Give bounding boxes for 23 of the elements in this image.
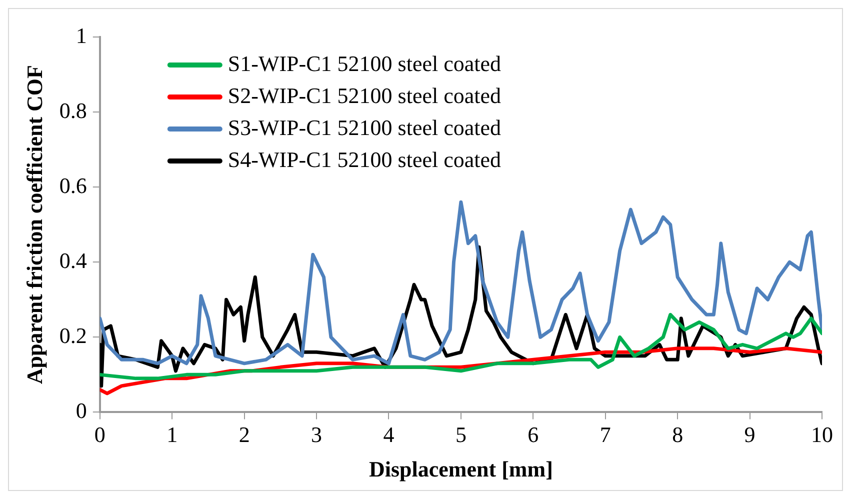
y-tick-label: 0.6 — [59, 172, 87, 198]
y-tick-label: 0.2 — [59, 322, 87, 348]
legend-label: S3-WIP-C1 52100 steel coated — [228, 114, 502, 140]
x-tick-label: 1 — [166, 422, 178, 448]
legend-label: S1-WIP-C1 52100 steel coated — [228, 50, 502, 76]
y-tick-label: 1 — [76, 22, 87, 48]
x-tick-label: 8 — [672, 422, 684, 448]
y-tick-label: 0 — [76, 398, 87, 423]
x-axis-title: Displacement [mm] — [368, 456, 553, 482]
x-tick-label: 10 — [811, 422, 833, 448]
legend-label: S2-WIP-C1 52100 steel coated — [228, 82, 502, 108]
x-tick-label: 5 — [455, 422, 466, 448]
legend-label: S4-WIP-C1 52100 steel coated — [228, 146, 502, 172]
x-tick-label: 7 — [600, 422, 611, 448]
x-tick-label: 6 — [528, 422, 539, 448]
x-tick-label: 4 — [383, 422, 394, 448]
x-tick-label: 2 — [238, 422, 250, 448]
x-tick-label: 3 — [311, 422, 322, 448]
y-tick-label: 0.4 — [59, 248, 87, 273]
x-tick-label: 0 — [94, 422, 106, 448]
y-axis-title: Apparent friction coefficient COF — [22, 65, 47, 384]
y-tick-label: 0.8 — [59, 98, 87, 123]
x-tick-label: 9 — [744, 422, 756, 448]
